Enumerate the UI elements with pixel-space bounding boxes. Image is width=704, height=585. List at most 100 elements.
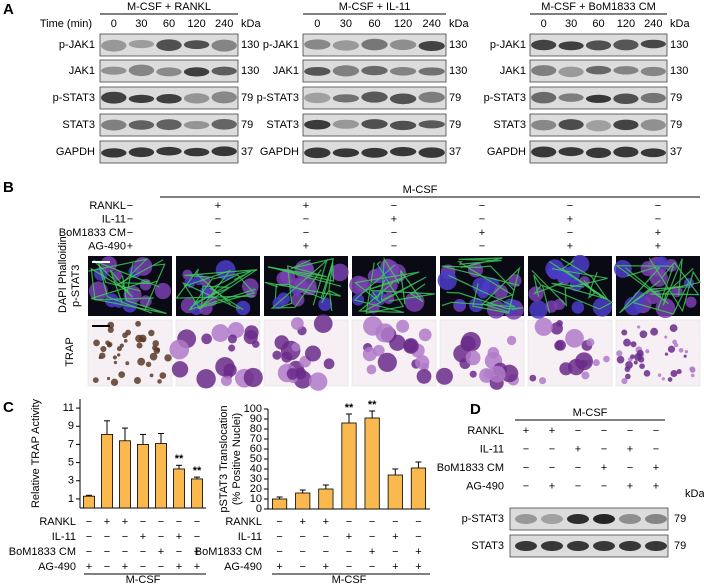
blot-band [613,146,639,158]
trap-stain [228,344,236,352]
nucleus [645,288,662,305]
trap-stain [272,350,282,360]
condition-sign: + [415,546,421,558]
trap-stain [418,328,432,342]
trap-stain [650,327,659,336]
blot-band [211,66,237,76]
y-tick-label: 1 [68,493,74,505]
nucleus [624,296,644,316]
condition-sign: − [567,200,573,212]
blot-band [183,40,210,50]
blot-band [585,65,612,75]
trap-stain [416,369,432,384]
trap-stain [487,347,500,359]
trap-stain [488,365,506,383]
trap-stain [122,332,128,339]
actin-fiber [531,268,608,307]
condition-sign: + [323,561,329,573]
nucleus [235,300,251,316]
condition-sign: − [392,516,398,528]
trap-stain [308,372,328,391]
blot-title: M-CSF + IL-11 [339,1,411,13]
nucleus [547,264,563,280]
kda-value: 79 [670,119,682,131]
actin-fiber [274,266,333,300]
condition-sign: + [176,531,182,543]
blot-band [567,541,589,551]
nucleus [276,271,292,287]
trap-stain [506,335,517,346]
blot-band [389,147,417,157]
nucleus [139,278,152,291]
trap-stain [389,334,406,351]
protein-label: JAK1 [500,65,526,77]
time-point: 0 [541,18,547,30]
time-point: 30 [135,18,147,30]
condition-sign: + [392,531,398,543]
trap-stain [136,342,143,349]
condition-label: BoM1833 CM [195,546,262,558]
actin-fiber [458,257,503,268]
actin-fiber [267,265,327,308]
condition-sign: − [303,213,309,225]
condition-sign: + [549,480,555,492]
blot-band [183,120,210,130]
trap-stain [616,355,625,364]
bar [119,440,131,509]
actin-fiber [650,261,700,296]
trap-stain [135,320,141,327]
kda-value: 79 [674,540,686,552]
trap-stain [211,324,230,342]
blot-band [418,120,445,129]
trap-stain [93,339,100,347]
trap-stain [313,314,333,334]
y-tick-label: 80 [250,423,262,435]
condition-sign: − [194,531,200,543]
protein-label: STAT3 [471,540,504,552]
kda-label: kDa [241,18,261,30]
blot-band [541,514,563,524]
blot-band [211,39,237,52]
trap-stain [138,334,147,343]
trap-stain [624,373,631,380]
condition-sign: + [176,561,182,573]
trap-stain [148,329,155,337]
kda-label: kDa [685,488,704,500]
trap-stain [375,323,395,343]
y-axis-label: pSTAT3 Translocation [218,405,230,512]
actin-fiber [365,261,405,314]
trap-stain [667,377,673,382]
condition-sign: − [215,227,221,239]
protein-label: p-JAK1 [263,39,299,51]
nucleus [468,297,484,313]
trap-stain [133,377,141,385]
condition-sign: − [215,240,221,252]
nucleus [404,291,425,312]
trap-stain [305,345,321,362]
trap-stain [123,339,128,343]
blot-band [418,91,445,103]
blot-band [541,541,563,551]
trap-stain [169,339,190,360]
trap-stain [119,343,124,348]
blot-band [361,119,388,129]
blot-band [183,93,210,104]
protein-label: JAK1 [69,65,95,77]
blot-band [156,146,182,156]
trap-stain [500,364,519,383]
condition-sign: − [523,462,529,474]
bar [137,444,149,509]
blot-band [640,66,666,77]
condition-sign: − [655,213,661,225]
y-tick-label: 10 [250,493,262,505]
time-point: 30 [565,18,577,30]
blot-band [389,39,417,51]
nucleus [493,284,508,300]
condition-sign: − [549,443,555,455]
nucleus [290,292,305,307]
y-tick-label: 5 [68,456,74,468]
condition-sign: − [653,425,659,437]
bar [387,474,403,510]
group-label: M-CSF [403,184,438,196]
kda-value: 79 [241,119,253,131]
